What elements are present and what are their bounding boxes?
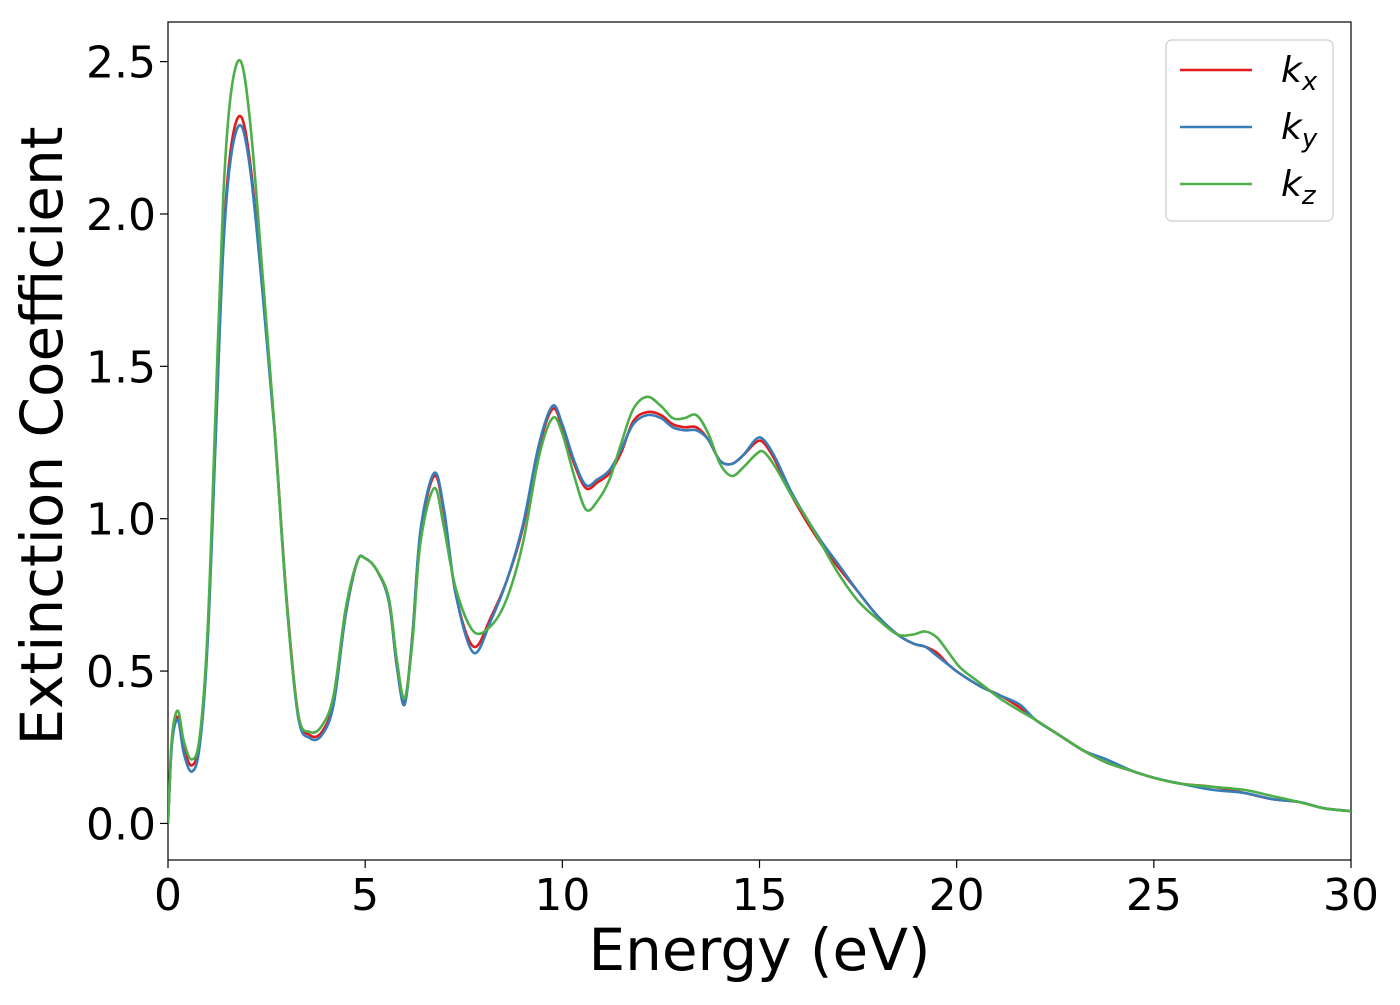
- x-axis-label: Energy (eV): [588, 916, 930, 984]
- legend-subscript: z: [1301, 181, 1317, 211]
- series-line-k_y: [168, 123, 1351, 824]
- y-tick-label: 1.0: [86, 495, 156, 546]
- y-tick-label: 1.5: [86, 342, 156, 393]
- x-tick-label: 5: [351, 870, 379, 921]
- legend-frame: [1165, 39, 1334, 222]
- y-axis-label: Extinction Coefficient: [8, 127, 76, 746]
- x-tick-label: 25: [1126, 870, 1182, 921]
- x-tick-label: 10: [534, 870, 590, 921]
- x-tick-label: 15: [732, 870, 788, 921]
- legend-subscript: x: [1301, 67, 1318, 97]
- y-tick-label: 2.5: [86, 38, 156, 89]
- series-group: [168, 58, 1351, 824]
- x-tick-label: 0: [154, 870, 182, 921]
- legend-subscript: y: [1301, 124, 1318, 154]
- series-line-k_z: [168, 58, 1351, 824]
- axes-group: 0 5 10 15 20 25 30 0.0 0.5 1.0 1.5 2.0 2.5: [86, 21, 1379, 921]
- legend-label-k_x: kx: [1281, 50, 1318, 97]
- y-tick-label: 2.0: [86, 190, 156, 241]
- series-line-k_x: [168, 114, 1351, 824]
- x-tick-label: 20: [929, 870, 985, 921]
- y-tick-label: 0.5: [86, 647, 156, 698]
- x-tick-label: 30: [1323, 870, 1379, 921]
- y-tick-label: 0.0: [86, 799, 156, 850]
